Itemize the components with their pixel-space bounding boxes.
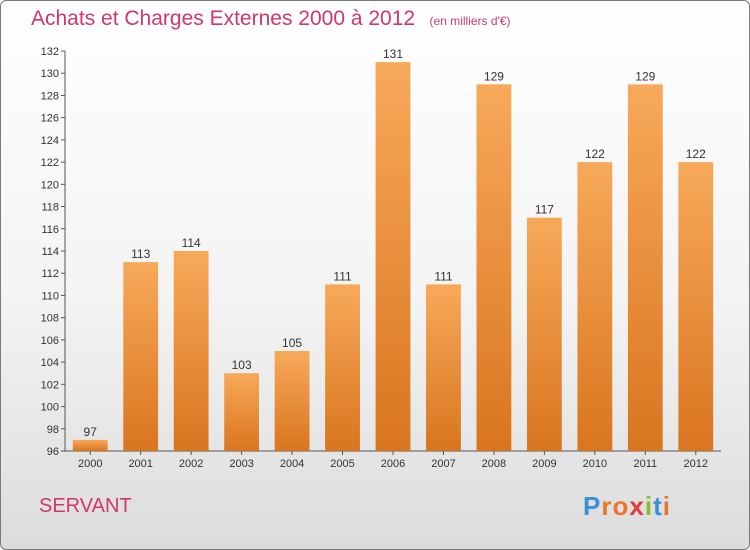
proxiti-logo: Proxiti [583,491,671,522]
x-tick-label: 2000 [78,458,102,470]
bar-value-label: 111 [434,269,453,283]
bar-value-label: 122 [585,147,605,161]
bar-value-label: 105 [282,336,302,350]
chart-bars: 97 113 114 103 105 111 131 111 129 117 122 129 122 [72,47,714,451]
y-tick-label: 102 [41,379,59,391]
y-tick-label: 124 [41,135,59,147]
logo-letter: r [601,491,613,521]
chart-subtitle: (en milliers d'€) [429,14,511,28]
y-tick-label: 104 [41,357,59,369]
bar-value-label: 114 [182,236,201,250]
x-tick-label: 2002 [179,458,203,470]
bar-value-label: 129 [484,69,504,83]
y-tick-label: 114 [41,246,59,258]
y-tick-label: 100 [41,402,59,414]
bar-value-label: 117 [535,203,554,217]
bar-2006 [375,62,411,451]
x-tick-label: 2004 [280,458,304,470]
x-tick-label: 2001 [128,458,152,470]
y-tick-label: 98 [47,424,59,436]
x-tick-label: 2003 [229,458,253,470]
title-row: Achats et Charges Externes 2000 à 2012 (… [31,7,511,31]
bar-2001 [123,262,159,451]
logo-letter: P [583,491,602,521]
y-tick-label: 128 [41,90,59,102]
x-tick-label: 2009 [532,458,556,470]
logo-letter: o [612,491,630,521]
bar-2000 [72,439,108,451]
bar-2004 [274,351,310,451]
bar-value-label: 129 [635,69,655,83]
bar-2008 [476,84,512,451]
y-tick-label: 112 [41,268,59,280]
bar-value-label: 131 [383,47,403,61]
y-tick-label: 106 [41,335,59,347]
x-tick-label: 2006 [381,458,405,470]
x-tick-label: 2005 [330,458,354,470]
y-tick-label: 108 [41,313,59,325]
x-tick-label: 2012 [684,458,708,470]
bar-value-label: 113 [131,247,150,261]
y-tick-label: 116 [41,224,59,236]
y-tick-label: 130 [41,68,59,80]
bar-value-label: 111 [333,269,352,283]
bar-value-label: 103 [232,358,252,372]
bar-2003 [224,373,260,451]
bar-2012 [678,162,714,451]
x-tick-label: 2010 [583,458,607,470]
bar-2011 [627,84,663,451]
bar-2002 [173,251,209,451]
y-tick-label: 96 [47,446,59,458]
commune-name: SERVANT [39,495,132,517]
bar-2007 [426,284,461,451]
bar-value-label: 122 [686,147,706,161]
x-tick-label: 2007 [431,458,455,470]
logo-letter: i [644,491,654,521]
bar-2005 [325,284,360,451]
bar-2010 [577,162,613,451]
y-tick-label: 126 [41,113,59,125]
y-tick-label: 118 [41,202,59,214]
logo-letter: x [629,491,645,521]
bar-2009 [526,217,562,451]
x-tick-label: 2011 [633,458,657,470]
y-tick-label: 122 [41,157,59,169]
logo-letter: t [653,491,663,521]
chart-title: Achats et Charges Externes 2000 à 2012 [31,7,416,30]
x-tick-label: 2008 [482,458,506,470]
y-tick-label: 110 [41,290,59,302]
y-tick-label: 132 [41,46,59,58]
bar-value-label: 97 [84,425,98,439]
logo-letter: i [662,491,671,521]
y-tick-label: 120 [41,179,59,191]
